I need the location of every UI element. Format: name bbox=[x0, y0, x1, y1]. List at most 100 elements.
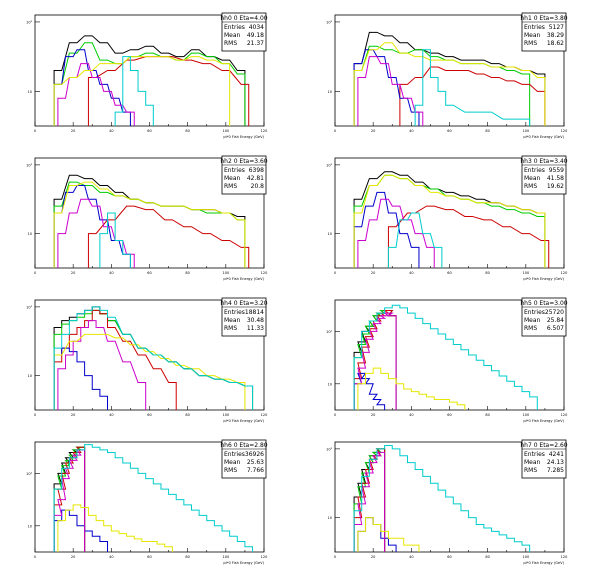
x-tick-label: 60 bbox=[447, 271, 451, 275]
stats-value: 7.766 bbox=[247, 467, 264, 474]
histogram-series-cyan bbox=[53, 306, 254, 410]
stats-value: 30.48 bbox=[247, 317, 264, 324]
histogram-series-yellow bbox=[53, 181, 246, 268]
stats-box-frame bbox=[221, 155, 267, 195]
x-axis-label: pi*0 Fish Energy (GeV) bbox=[223, 419, 264, 423]
stats-label: Entries bbox=[524, 167, 545, 174]
histogram-series-green bbox=[53, 42, 246, 126]
x-tick-label: 120 bbox=[261, 129, 268, 133]
stats-value: 25720 bbox=[545, 309, 564, 316]
histogram-series-red bbox=[53, 309, 177, 410]
y-tick-label: 10 bbox=[28, 374, 32, 378]
stats-title: hh0 0 Eta=4.00 bbox=[220, 15, 267, 22]
x-tick-label: 40 bbox=[409, 271, 413, 275]
x-tick-label: 40 bbox=[109, 555, 113, 559]
histogram-series-black bbox=[53, 174, 246, 268]
stats-value: 25.84 bbox=[547, 317, 564, 324]
x-tick-label: 20 bbox=[371, 555, 375, 559]
x-tick-label: 80 bbox=[185, 129, 189, 133]
stats-box: hh4 0 Eta=3.20 Entries 18814 Mean 30.48 RMS 11… bbox=[220, 297, 268, 337]
y-tick-label: 10 bbox=[328, 516, 332, 520]
stats-label: Entries bbox=[224, 24, 245, 31]
x-tick-label: 100 bbox=[522, 271, 529, 275]
stats-label: RMS bbox=[524, 183, 537, 190]
stats-value: 21.37 bbox=[247, 40, 264, 47]
stats-value: 19.62 bbox=[547, 183, 564, 190]
y-tick-label: 10² bbox=[26, 472, 32, 476]
y-tick-label: 10² bbox=[26, 305, 32, 309]
stats-value: 41.58 bbox=[547, 175, 564, 182]
stats-title: hh7 0 Eta=2.60 bbox=[520, 442, 567, 449]
x-tick-label: 120 bbox=[561, 129, 568, 133]
histogram-series-magenta bbox=[357, 198, 435, 268]
stats-value: 6398 bbox=[249, 167, 264, 174]
y-tick-label: 10² bbox=[26, 163, 32, 167]
histogram-series-yellow bbox=[353, 42, 546, 126]
stats-label: RMS bbox=[524, 467, 537, 474]
stats-label: Mean bbox=[224, 32, 241, 39]
histogram-series-blue bbox=[353, 191, 420, 268]
x-tick-label: 20 bbox=[71, 271, 75, 275]
histogram-series-yellow bbox=[357, 367, 466, 410]
stats-value: 24.13 bbox=[547, 459, 564, 466]
stats-title: hh6 0 Eta=2.80 bbox=[220, 442, 267, 449]
x-tick-label: 20 bbox=[371, 413, 375, 417]
histogram-series-blue bbox=[353, 49, 420, 126]
histogram-series-cyan bbox=[414, 49, 531, 126]
stats-label: Entries bbox=[524, 309, 545, 316]
x-tick-label: 0 bbox=[334, 413, 336, 417]
histogram-panel-hh2: 0 20 40 60 80 100 120 10 10² pi*0 Fish Energy (Ge… bbox=[26, 155, 268, 281]
histogram-series-magenta bbox=[57, 320, 147, 410]
stats-value: 4241 bbox=[549, 451, 564, 458]
stats-label: RMS bbox=[524, 325, 537, 332]
x-tick-label: 60 bbox=[447, 413, 451, 417]
y-tick-label: 10² bbox=[326, 20, 332, 24]
x-tick-label: 120 bbox=[261, 271, 268, 275]
x-tick-label: 100 bbox=[222, 413, 229, 417]
histogram-series-black bbox=[53, 35, 246, 126]
x-tick-label: 40 bbox=[109, 129, 113, 133]
stats-value: 38.29 bbox=[547, 32, 564, 39]
x-axis-label: pi*0 Fish Energy (GeV) bbox=[223, 135, 264, 139]
histogram-series-red bbox=[387, 205, 550, 268]
histogram-series-red bbox=[353, 309, 397, 410]
x-tick-label: 100 bbox=[222, 555, 229, 559]
stats-label: Entries bbox=[224, 309, 245, 316]
x-tick-label: 0 bbox=[334, 129, 336, 133]
histogram-series-yellow bbox=[53, 56, 231, 126]
stats-label: RMS bbox=[224, 183, 237, 190]
stats-value: 6.507 bbox=[547, 325, 564, 332]
stats-box: hh6 0 Eta=2.80 Entries 36926 Mean 25.63 RMS 7.… bbox=[220, 439, 268, 479]
y-tick-label: 10² bbox=[326, 330, 332, 334]
stats-title: hh5 0 Eta=3.00 bbox=[520, 300, 567, 307]
x-tick-label: 80 bbox=[185, 555, 189, 559]
x-tick-label: 120 bbox=[561, 555, 568, 559]
histogram-series-blue bbox=[53, 185, 131, 268]
x-tick-label: 40 bbox=[409, 129, 413, 133]
y-tick-label: 10 bbox=[28, 90, 32, 94]
stats-box-frame bbox=[521, 155, 567, 195]
histogram-series-black bbox=[353, 171, 546, 268]
x-tick-label: 120 bbox=[261, 555, 268, 559]
histogram-series-cyan bbox=[53, 444, 254, 552]
stats-box: hh0 0 Eta=4.00 Entries 4034 Mean 49.18 RMS 21.… bbox=[220, 12, 268, 52]
stats-value: 36926 bbox=[245, 451, 264, 458]
histogram-series-cyan bbox=[99, 212, 131, 268]
stats-label: RMS bbox=[224, 467, 237, 474]
x-tick-label: 100 bbox=[222, 129, 229, 133]
x-tick-label: 0 bbox=[34, 413, 36, 417]
stats-value: 5127 bbox=[549, 24, 564, 31]
stats-label: RMS bbox=[224, 325, 237, 332]
histogram-series-green bbox=[353, 45, 531, 126]
histogram-series-blue bbox=[353, 372, 386, 410]
x-tick-label: 20 bbox=[71, 413, 75, 417]
histogram-series-magenta bbox=[357, 56, 424, 126]
y-tick-label: 10 bbox=[328, 232, 332, 236]
x-tick-label: 60 bbox=[147, 271, 151, 275]
x-tick-label: 120 bbox=[261, 413, 268, 417]
stats-label: RMS bbox=[224, 40, 237, 47]
x-axis-label: pi*0 Fish Energy (GeV) bbox=[523, 419, 564, 423]
x-tick-label: 0 bbox=[34, 555, 36, 559]
x-tick-label: 0 bbox=[34, 271, 36, 275]
